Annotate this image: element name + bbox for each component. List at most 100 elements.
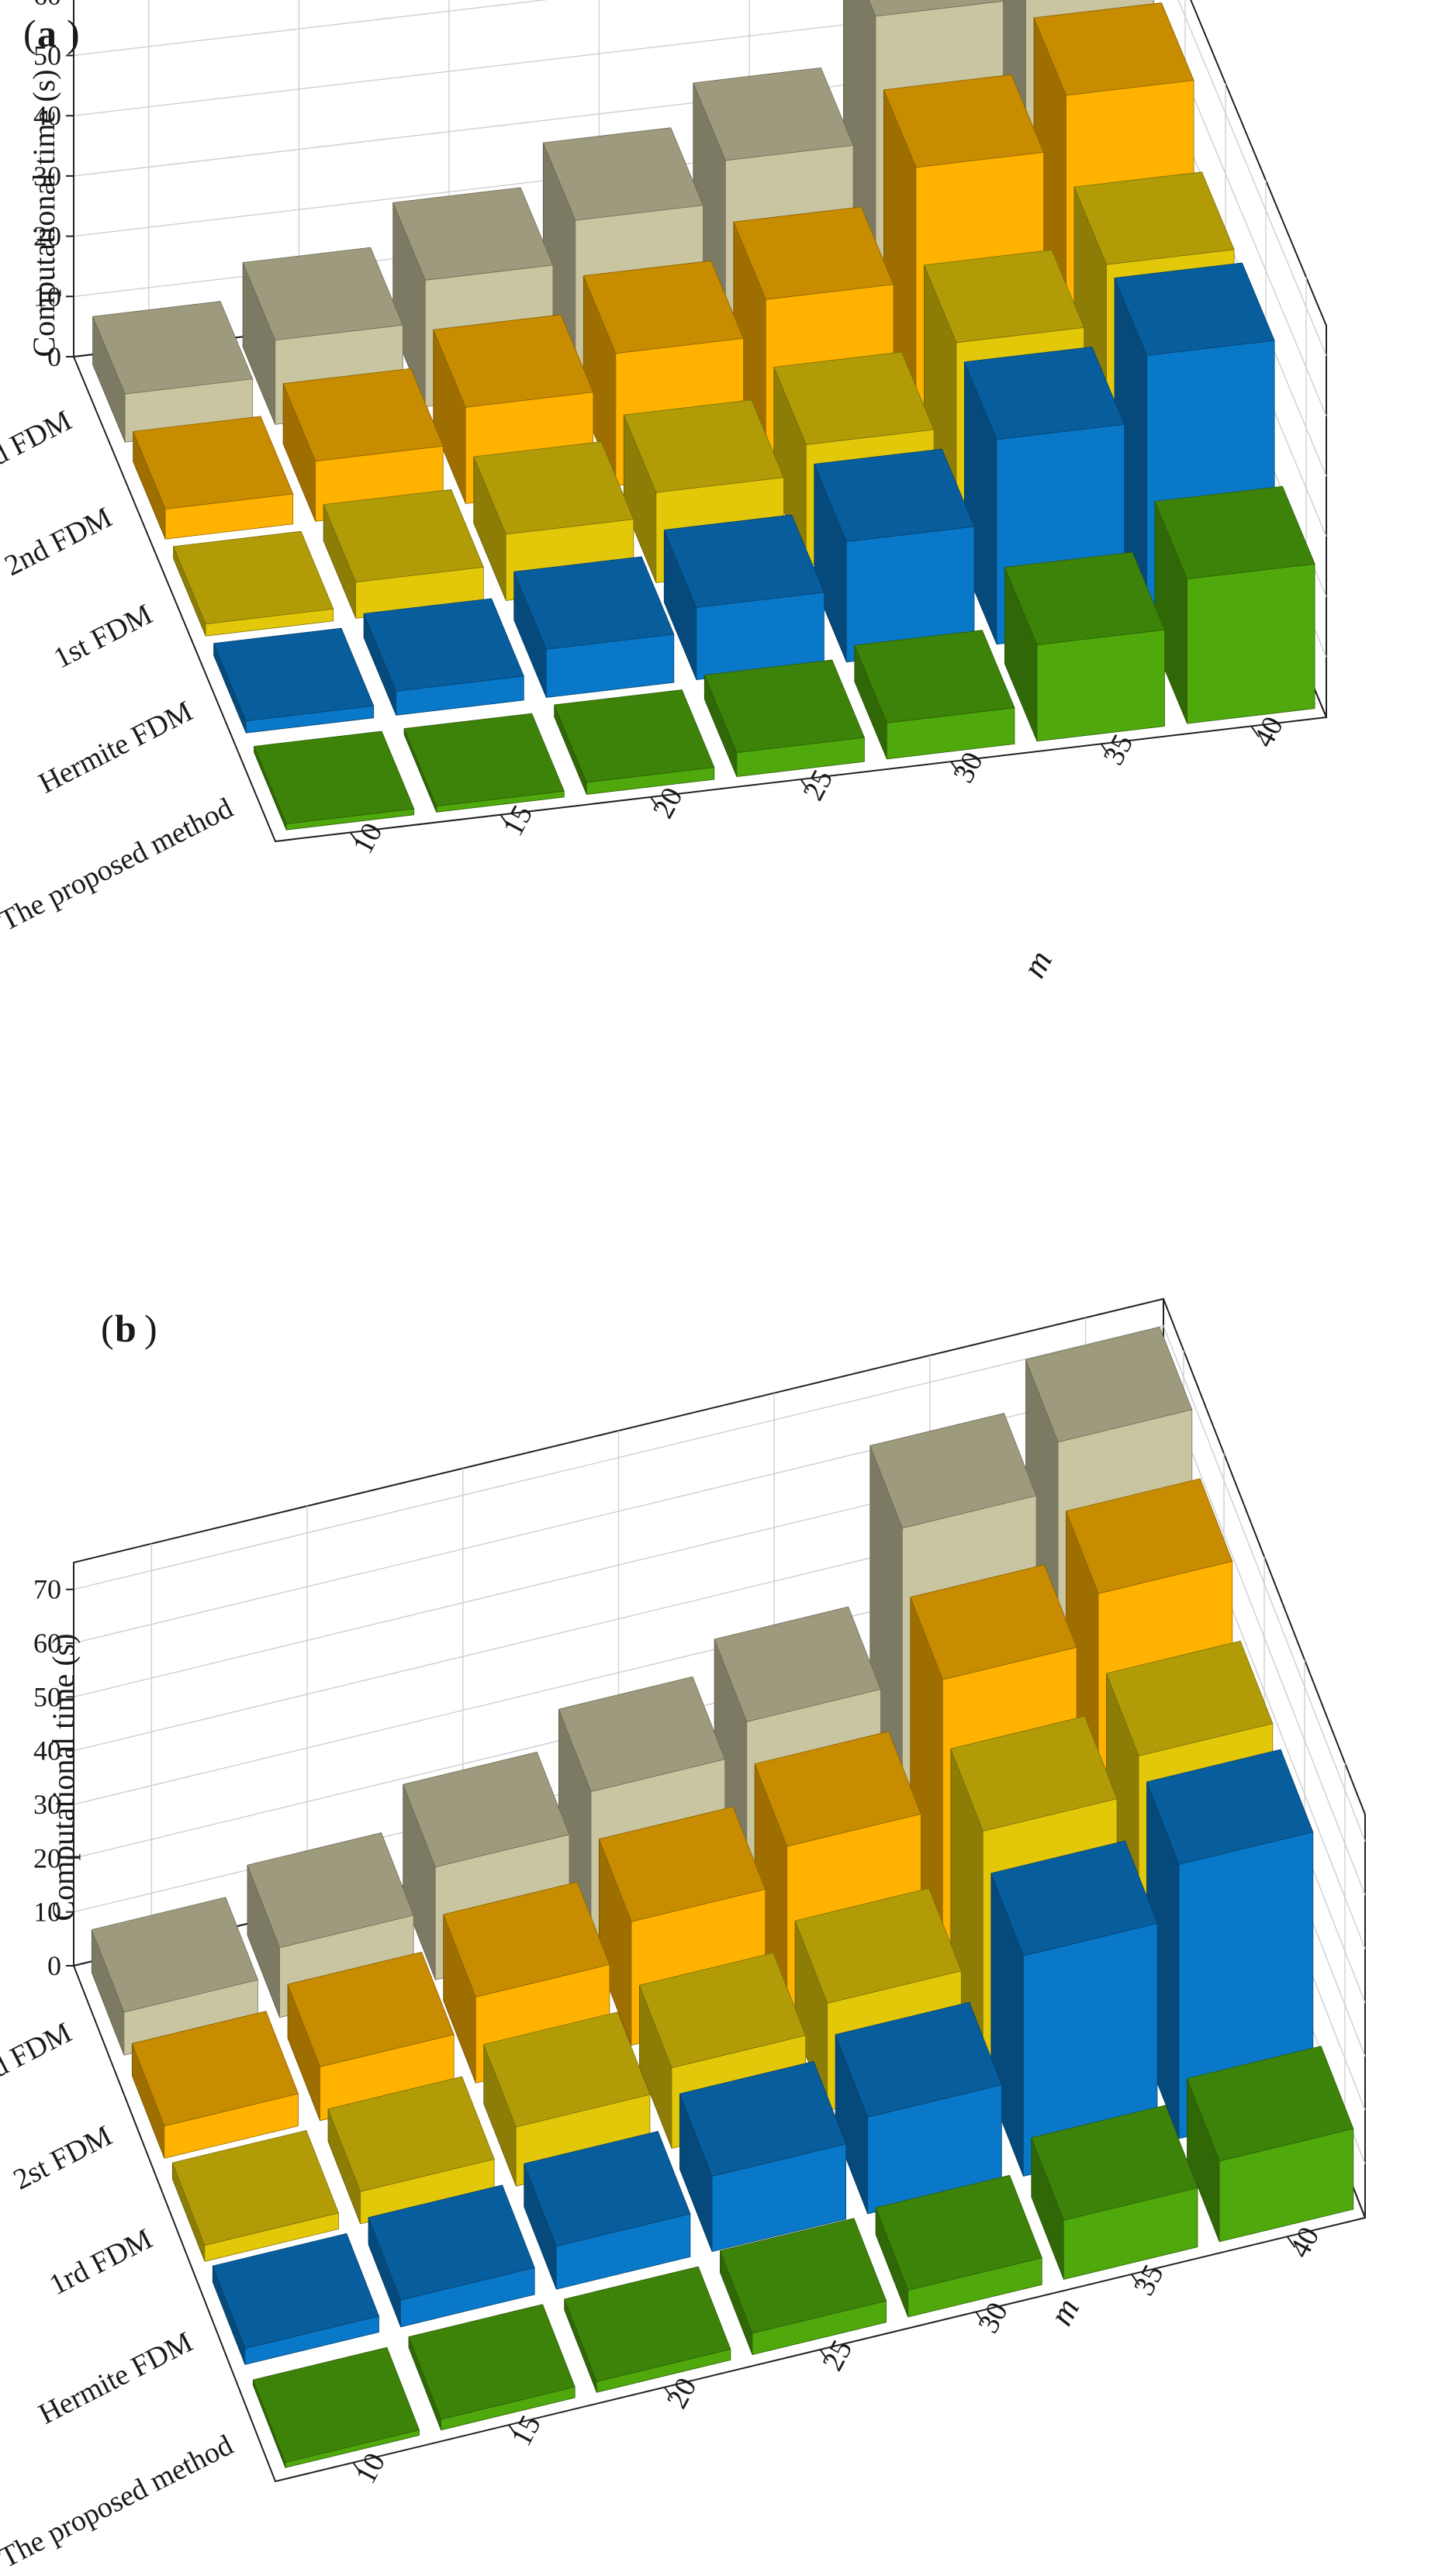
- y-tick-label: 50: [33, 1681, 61, 1712]
- x-tick-label: 35: [1097, 729, 1139, 770]
- bar: [990, 1840, 1158, 2177]
- panel-label: (a): [23, 12, 80, 55]
- bar-top-face: [173, 530, 334, 625]
- y-gridline: [73, 1324, 1366, 1842]
- bar-top-face: [869, 1413, 1037, 1529]
- series-label: 1rd FDM: [44, 2222, 157, 2301]
- y-tick-label: 10: [33, 1897, 61, 1928]
- bar: [703, 659, 865, 778]
- x-tick: [800, 779, 810, 791]
- bar-top-face: [814, 448, 975, 542]
- panel-label-open: (: [23, 12, 36, 55]
- bar-top-face: [368, 2184, 535, 2301]
- bar-top-face: [854, 630, 1015, 723]
- y-gridline: [1177, 0, 1327, 357]
- bar-top-face: [212, 2232, 380, 2349]
- bar: [854, 630, 1015, 760]
- bars: [91, 1327, 1354, 2468]
- panel-label: (b): [101, 1307, 157, 1350]
- series-label: The proposed method: [0, 2429, 238, 2574]
- y-tick-label: 50: [33, 40, 61, 71]
- x-tick: [500, 814, 510, 827]
- series-label: 2st FDM: [9, 2119, 117, 2196]
- panel-label-open: (: [101, 1307, 114, 1350]
- x-tick: [1131, 2274, 1140, 2286]
- bar-top-face: [663, 514, 824, 608]
- x-axis-label: m: [1042, 2292, 1087, 2332]
- y-tick-label: 60: [33, 0, 61, 11]
- bar: [171, 2129, 340, 2262]
- bar-top-face: [582, 260, 744, 354]
- bar: [213, 627, 375, 734]
- y-tick-label: 0: [47, 341, 61, 372]
- bar-top-face: [733, 206, 894, 300]
- x-tick-label: 15: [505, 2410, 548, 2451]
- x-tick: [508, 2424, 517, 2436]
- bar: [554, 689, 715, 795]
- bar-top-face: [679, 2060, 847, 2177]
- bar-top-face: [323, 489, 484, 583]
- bar: [1154, 485, 1315, 724]
- x-tick: [1100, 743, 1110, 755]
- x-tick: [663, 2386, 673, 2399]
- y-tick-label: 10: [33, 281, 61, 312]
- bar-top-face: [1154, 485, 1315, 580]
- y-axis-label: Computational time (s): [26, 69, 61, 357]
- bar: [212, 2232, 380, 2365]
- bar: [327, 2076, 495, 2225]
- bar-top-face: [433, 314, 594, 408]
- bar-front-face: [1187, 563, 1315, 724]
- bar: [835, 2001, 1002, 2215]
- bar-top-face: [287, 1951, 455, 2067]
- bars: [92, 0, 1315, 830]
- panel-label-close: ): [144, 1307, 157, 1350]
- y-axis: 0 10 20 30 40 50 60 Computational time (s): [26, 0, 74, 372]
- y-tick-label: 30: [33, 1789, 61, 1820]
- y-tick-label: 30: [33, 161, 61, 192]
- bar-top-face: [693, 67, 854, 161]
- bar: [287, 1951, 455, 2122]
- bar-top-face: [835, 2001, 1002, 2118]
- bar: [524, 2131, 691, 2290]
- bar: [131, 2011, 299, 2159]
- bar-top-face: [252, 2346, 420, 2463]
- chart-panel-a: 0 10 20 30 40 50 60 Computational time (s) 3rd F…: [0, 0, 1328, 984]
- bar-top-face: [703, 659, 865, 754]
- y-tick-label: 70: [33, 1574, 61, 1605]
- y-axis-label: Computational time (s): [46, 1633, 81, 1921]
- bar-top-face: [1114, 262, 1275, 356]
- x-tick: [352, 2462, 362, 2474]
- bar-top-face: [403, 1751, 570, 1868]
- bar-top-face: [254, 730, 415, 824]
- bar-top-face: [524, 2131, 691, 2247]
- x-tick-label: 30: [947, 747, 990, 788]
- bar: [1031, 2105, 1198, 2281]
- series-label: 3nd FDM: [0, 2016, 77, 2098]
- y-tick-label: 40: [33, 100, 61, 131]
- bar: [91, 1897, 259, 2056]
- bar-top-face: [91, 1897, 259, 2013]
- bar-top-face: [443, 1881, 610, 1998]
- y-tick-label: 60: [33, 1628, 61, 1659]
- x-tick-label: 15: [496, 800, 539, 841]
- bar-top-face: [990, 1840, 1158, 1956]
- x-tick-label: 10: [347, 818, 389, 859]
- bar-top-face: [403, 713, 565, 807]
- bar-top-face: [1065, 1478, 1233, 1594]
- bar: [513, 556, 675, 698]
- bar-top-face: [950, 1715, 1118, 1832]
- bar-top-face: [92, 301, 254, 395]
- bar: [1186, 2046, 1354, 2243]
- bar-top-face: [923, 249, 1085, 344]
- bar: [1004, 551, 1166, 742]
- bar: [875, 2174, 1042, 2318]
- bar-top-face: [1004, 551, 1166, 646]
- series-label: 1st FDM: [49, 598, 157, 675]
- bar-front-face: [1036, 629, 1165, 742]
- bar-top-face: [542, 127, 703, 221]
- bar: [663, 514, 824, 681]
- bar: [483, 2011, 651, 2187]
- bar-top-face: [363, 598, 524, 692]
- bar: [133, 416, 294, 540]
- bar-top-face: [1033, 2, 1194, 96]
